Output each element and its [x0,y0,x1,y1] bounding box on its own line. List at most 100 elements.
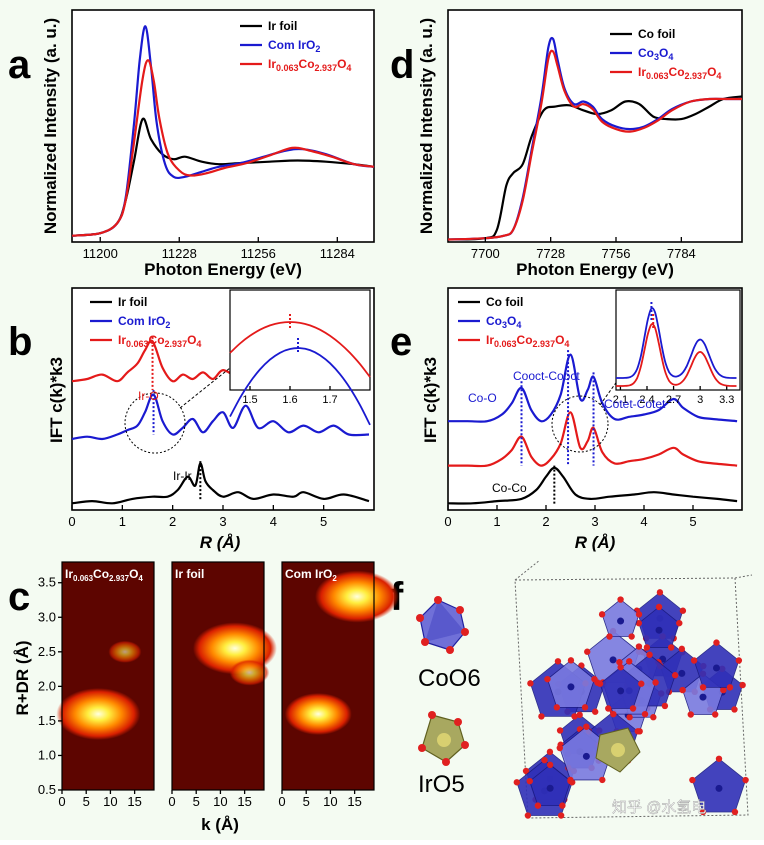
panel-d-ylabel: Normalized Intensity (a. u.) [417,18,436,234]
oxygen-atom [625,658,633,665]
cobalt-atom [582,752,590,760]
panel-b-inset-xtick-label: 1.6 [282,394,297,406]
panel-e-series-1 [448,353,738,423]
cobalt-atom [617,687,625,695]
oxygen-atom [584,648,591,655]
oxygen-atom [616,658,623,666]
panel-b-inset-xtick-label: 1.7 [322,394,337,406]
oxygen-atom [676,619,683,627]
panel-b-inset-xtick-label: 1.5 [242,394,257,406]
heatmap-2: Com IrO2 [281,561,400,791]
panel-c-ylabel: R+DR (Å) [13,640,32,715]
panel-d-legend-label: Co foil [638,27,675,41]
panel-a-legend-label: Ir foil [268,19,297,33]
oxygen-atom [583,723,590,730]
coo6-octahedron-icon [416,596,469,654]
watermark: 知乎 @水氢电 [612,799,706,816]
oxygen-atom [731,706,738,713]
cobalt-atom [655,626,663,634]
panel-b-legend: Ir foil Com IrO2 Ir0.063Co2.937O4 [90,295,201,349]
panel-c-xtick-label: 5 [193,794,200,809]
heatmap-hotspot [229,659,270,686]
heatmap-hotspot [315,570,400,623]
panel-e-legend-label: Co3O4 [486,314,521,330]
heatmap-hotspot [56,688,141,740]
panel-e-zoom-circle [551,395,609,453]
panel-b-zoom-arrow [179,367,231,409]
panel-d-series-2 [447,49,742,241]
panel-e-inset-xtick-label: 2.1 [613,394,628,406]
oxygen-atom [656,589,664,596]
oxygen-atom [739,681,746,689]
panel-e-inset-xtick-label: 3.3 [719,394,734,406]
panel-c-xtick-label: 0 [168,794,175,809]
oxygen-atom [556,744,563,752]
oxygen-atom [524,812,532,819]
panel-e-series-0 [447,466,738,505]
iridium-atom [611,743,625,757]
oxygen-atom [591,708,599,715]
panel-e-xlabel: R (Å) [575,533,616,552]
heatmap-title: Ir0.063Co2.937O4 [65,567,143,583]
panel-b-annotation-ir-ir: Ir-Ir [173,469,192,483]
oxygen-atom [689,776,696,784]
oxygen-atom [643,644,651,651]
heatmap-haze [62,562,154,790]
oxygen-atom [626,714,633,721]
spinel-crystal-structure [513,559,753,819]
oxygen-atom [522,767,530,775]
panel-a-xlabel: Photon Energy (eV) [144,260,302,279]
panel-e-inset-blue-curve [615,307,737,379]
panel-e-series-2 [448,411,738,468]
panel-c-xtick-label: 10 [103,794,117,809]
oxygen-atom [546,761,554,769]
panel-d-xtick-label: 7728 [536,246,565,261]
oxygen-atom [556,727,564,734]
oxygen-atom [635,619,642,627]
oxygen-atom [635,643,643,650]
panel-e-xtick-label: 1 [493,514,500,529]
panel-b-zoom-circle [124,392,186,454]
heatmap-frame [281,561,375,791]
oxygen-atom [534,802,542,809]
panel-e-xtick-label: 4 [640,514,647,529]
oxygen-atom [576,711,583,719]
panel-c-ytick-label: 1.5 [38,713,56,728]
panel-b-xtick-label: 4 [270,514,277,529]
panel-b-legend-label: Com IrO2 [118,314,170,330]
panel-a-ylabel: Normalized Intensity (a. u.) [41,18,60,234]
panel-b-xtick-label: 1 [119,514,126,529]
heatmap-title: Com IrO2 [285,567,337,583]
panel-c-ytick-label: 1.0 [38,747,56,762]
panel-c-xtick-label: 5 [303,794,310,809]
oxygen-atom [715,755,723,762]
oxygen-atom [635,611,643,618]
oxygen-atom [687,711,694,718]
panel-e-inset-xtick-label: 3 [697,394,703,406]
panel-b-xtick-label: 5 [320,514,327,529]
panel-d-xtick-label: 7784 [667,246,696,261]
panel-label-b: b [8,320,32,364]
oxygen-atom [598,611,606,618]
oxygen-atom [713,639,720,646]
oxygen-atom [679,607,687,614]
heatmap-0: Ir0.063Co2.937O4 [56,561,155,791]
panel-c-xtick-label: 15 [127,794,141,809]
cobalt-atom [699,693,707,701]
oxygen-atom [731,808,739,816]
panel-b-xlabel: R (Å) [200,533,241,552]
panel-e-inset-xtick-label: 2.4 [639,394,654,406]
panel-f-label-iro5: IrO5 [418,771,465,798]
oxygen-atom [638,680,645,687]
panel-d-legend-label: Co3O4 [638,46,673,62]
panel-b-annotation-ir-o: Ir-O [138,389,159,403]
panel-e-inset-xtick-label: 2.7 [666,394,681,406]
panel-b-inset-blue-curve [229,347,371,426]
panel-e-inset-red-curve [616,323,737,387]
panel-a-xanes-ir: 11200 11228 11256 11284 Photon Energy (eV) … [41,9,375,279]
panel-a-xtick-label: 11256 [241,246,276,261]
panel-a-legend: Ir foil Com IrO2 Ir0.063Co2.937O4 [240,19,351,73]
oxygen-atom [712,711,719,718]
